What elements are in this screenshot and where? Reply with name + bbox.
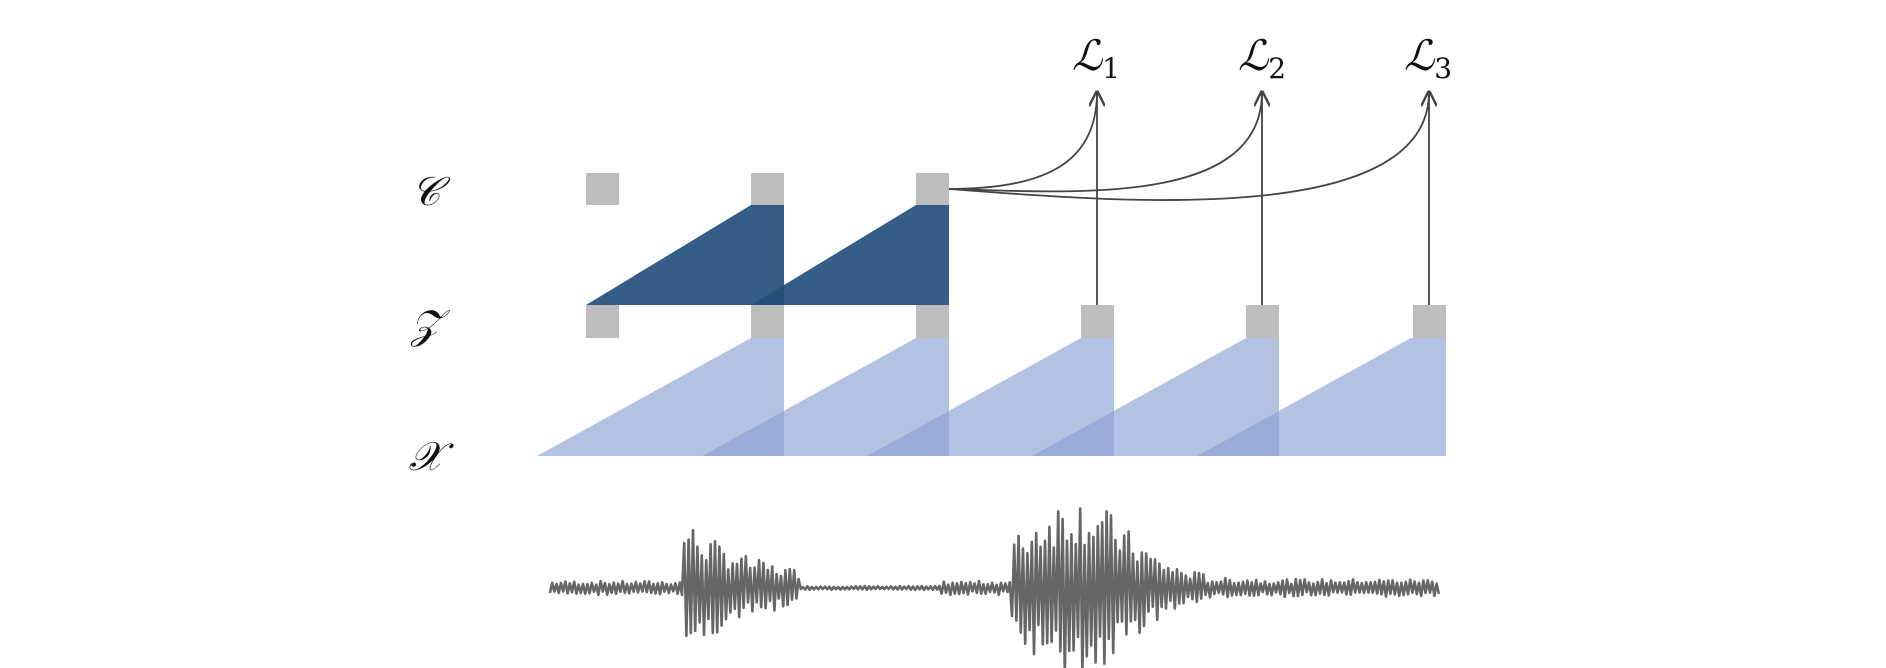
context-field-2 bbox=[751, 205, 949, 305]
loss-symbol-1: ℒ bbox=[1072, 31, 1103, 80]
context-node-1 bbox=[586, 173, 619, 205]
context-network bbox=[586, 205, 949, 305]
encoder-overlap-3 bbox=[1032, 411, 1114, 456]
context-row-label: 𝒞 bbox=[411, 169, 450, 215]
loss-arrows bbox=[948, 92, 1429, 305]
context-node-2 bbox=[751, 173, 784, 205]
audio-waveform bbox=[548, 507, 1441, 668]
input-row-label: 𝒳 bbox=[409, 434, 455, 480]
loss-labels: ℒ1 ℒ2 ℒ3 bbox=[1072, 31, 1452, 85]
context-field-1 bbox=[586, 205, 784, 305]
context-to-loss-2-curve bbox=[948, 92, 1262, 193]
loss-subscript-3: 3 bbox=[1434, 52, 1452, 85]
context-node-3 bbox=[916, 173, 949, 205]
context-to-loss-3-curve bbox=[948, 92, 1429, 201]
latent-node-1 bbox=[586, 305, 619, 338]
encoder-overlap-4 bbox=[1197, 411, 1279, 456]
encoder-layer bbox=[537, 338, 1446, 456]
latent-nodes bbox=[586, 305, 1446, 338]
encoder-field-1 bbox=[537, 338, 784, 456]
loss-label-1: ℒ1 bbox=[1072, 31, 1120, 85]
loss-label-2: ℒ2 bbox=[1238, 31, 1286, 85]
latent-node-5 bbox=[1246, 305, 1279, 338]
latent-row-label: 𝒵 bbox=[410, 302, 451, 348]
loss-symbol-3: ℒ bbox=[1404, 31, 1435, 80]
context-to-loss-1-curve bbox=[948, 92, 1097, 190]
latent-node-4 bbox=[1081, 305, 1114, 338]
encoder-overlap-1 bbox=[702, 411, 784, 456]
context-nodes bbox=[586, 173, 949, 205]
loss-subscript-2: 2 bbox=[1268, 52, 1286, 85]
loss-subscript-1: 1 bbox=[1102, 52, 1120, 85]
latent-node-3 bbox=[916, 305, 949, 338]
latent-node-6 bbox=[1413, 305, 1446, 338]
latent-node-2 bbox=[751, 305, 784, 338]
loss-label-3: ℒ3 bbox=[1404, 31, 1452, 85]
loss-symbol-2: ℒ bbox=[1238, 31, 1269, 80]
encoder-overlap-2 bbox=[867, 411, 949, 456]
